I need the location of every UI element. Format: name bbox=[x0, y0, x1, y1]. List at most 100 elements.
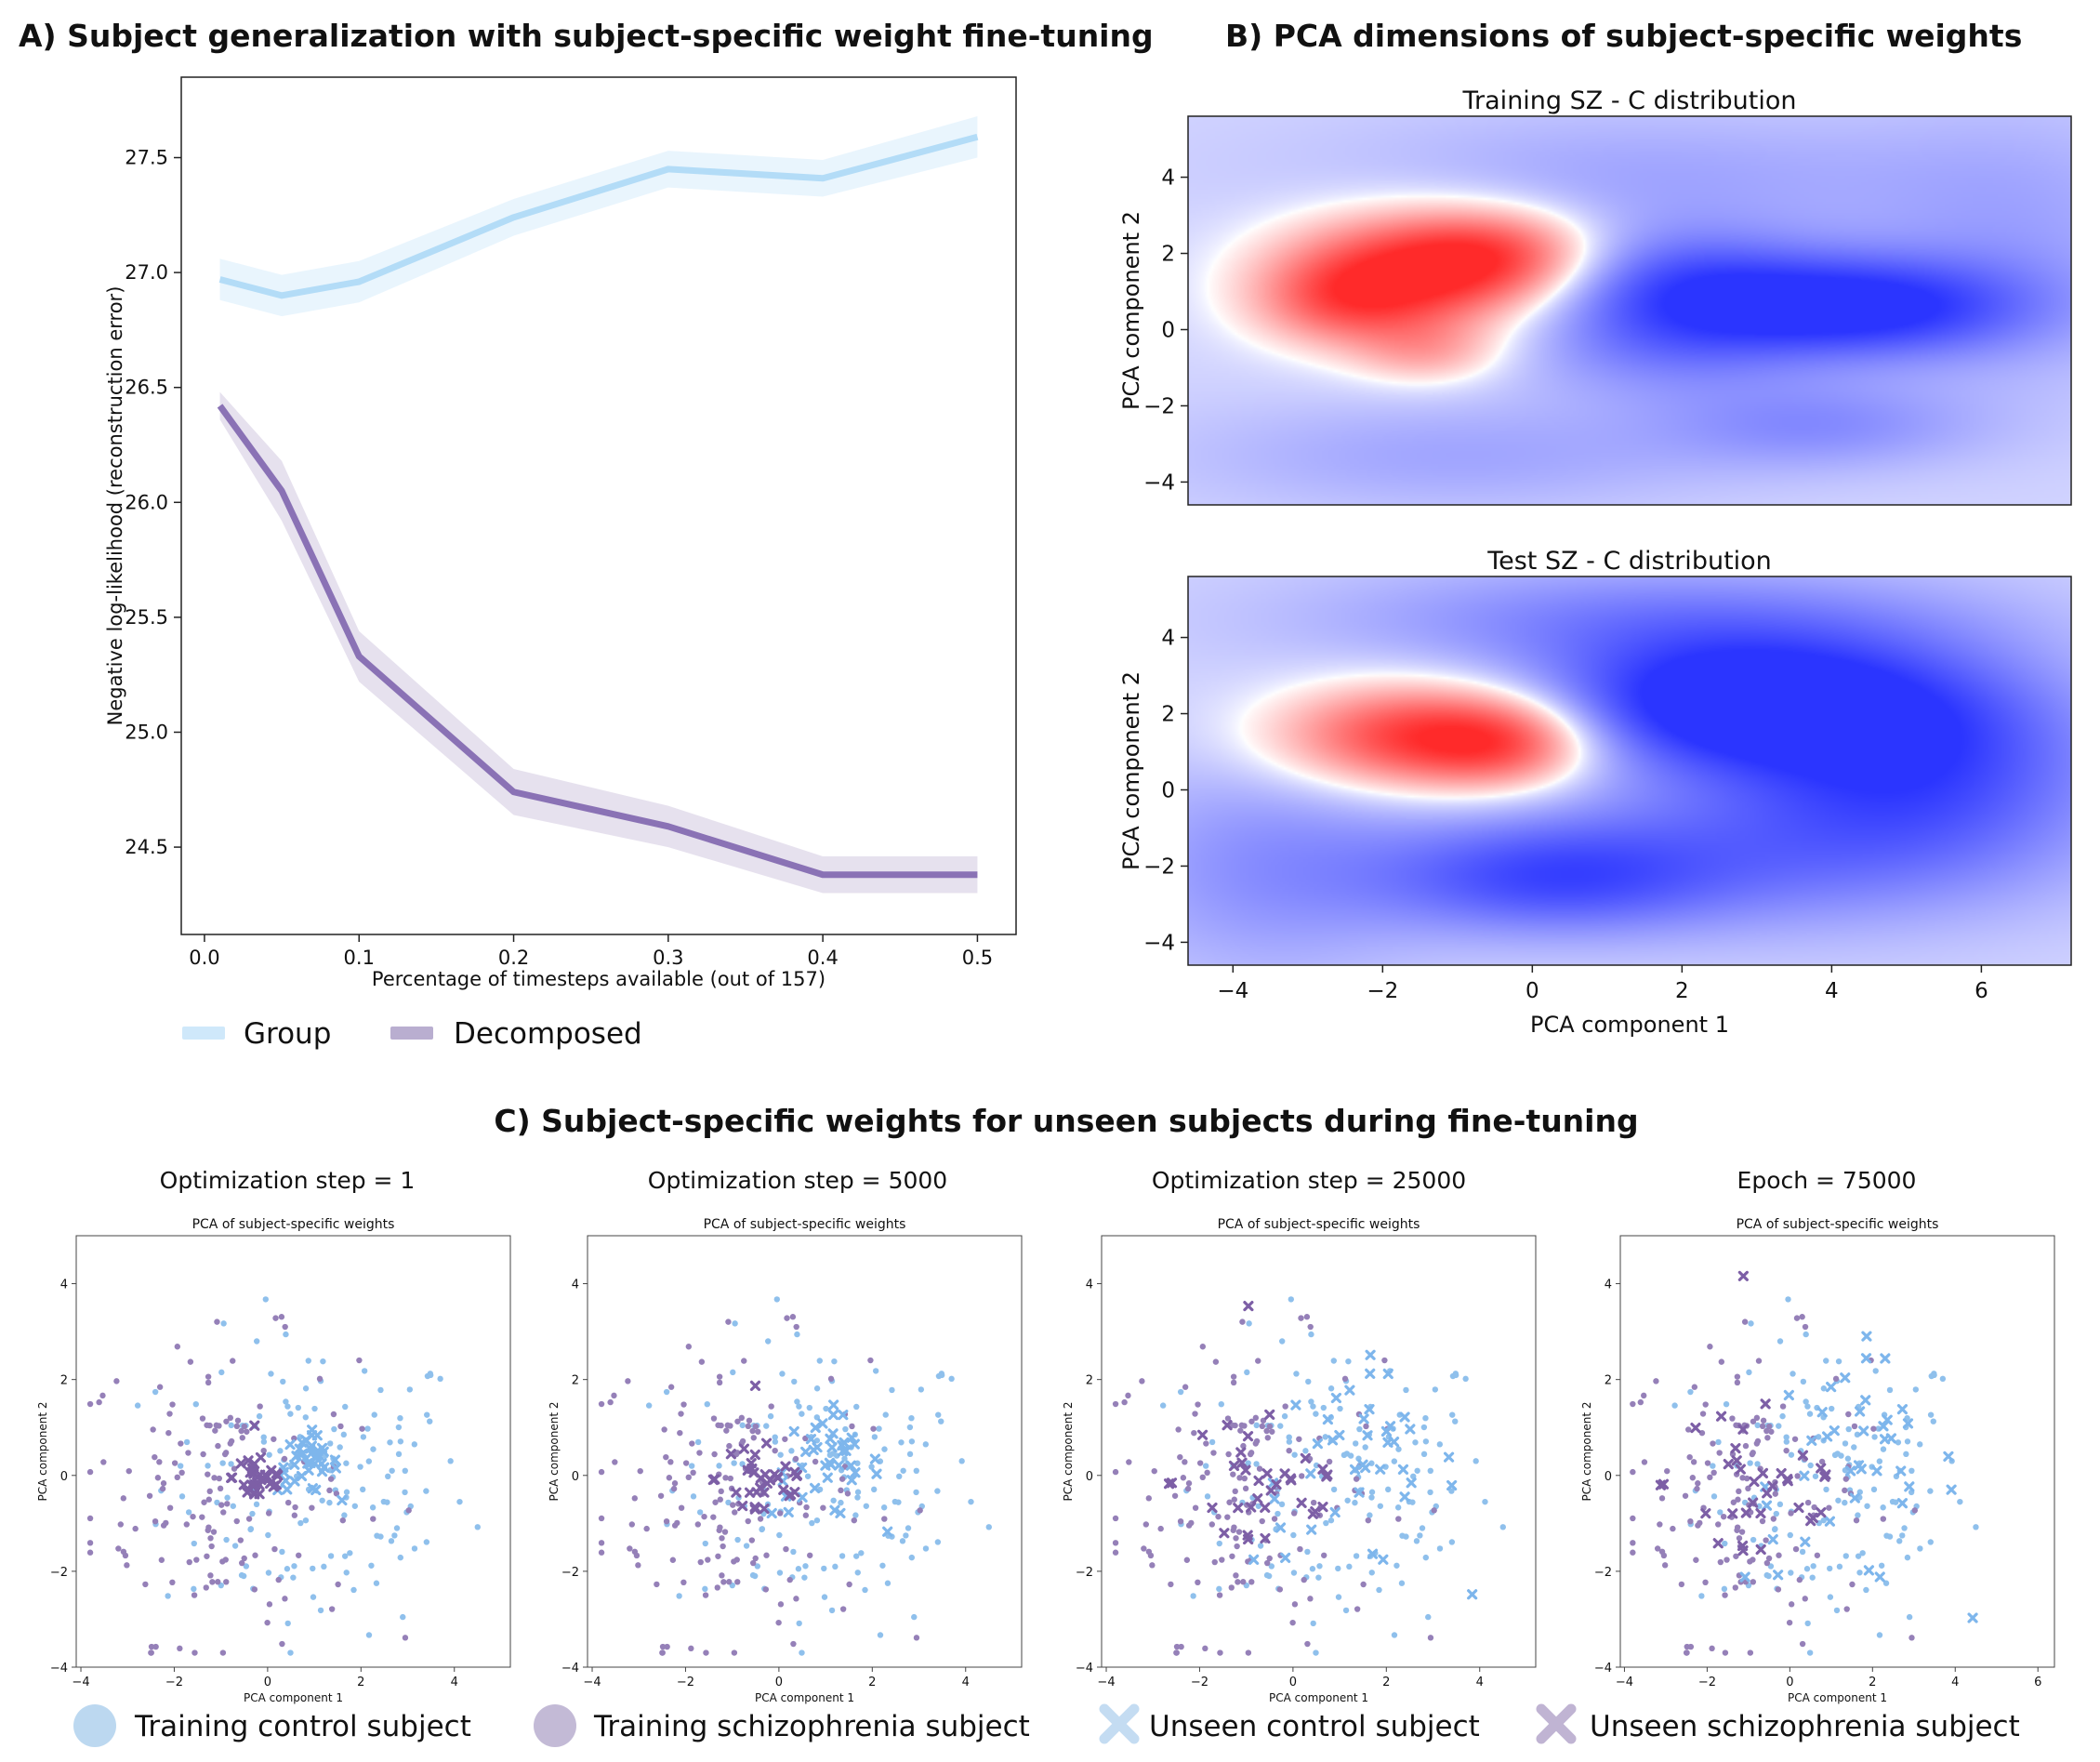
unseen-control-point bbox=[1861, 1331, 1872, 1342]
training-control-point bbox=[1799, 1548, 1806, 1556]
training-control-point bbox=[1257, 1543, 1264, 1549]
training-schizophrenia-point bbox=[271, 1436, 277, 1442]
band-decomposed bbox=[219, 391, 978, 894]
training-control-point bbox=[326, 1499, 333, 1506]
training-control-point bbox=[1420, 1424, 1428, 1431]
scatter-frame bbox=[1101, 1235, 1537, 1668]
training-control-point bbox=[763, 1423, 770, 1429]
training-control-point bbox=[796, 1620, 802, 1627]
training-schizophrenia-point bbox=[1219, 1557, 1225, 1563]
training-schizophrenia-point bbox=[326, 1487, 333, 1494]
training-control-point bbox=[702, 1540, 708, 1547]
training-schizophrenia-point bbox=[1290, 1510, 1298, 1517]
training-schizophrenia-point bbox=[1786, 1619, 1793, 1626]
unseen-control-point bbox=[1826, 1381, 1837, 1393]
training-schizophrenia-point bbox=[1694, 1485, 1700, 1492]
training-control-point bbox=[152, 1388, 159, 1396]
training-control-point bbox=[385, 1473, 391, 1480]
unseen-schizophrenia-point bbox=[1712, 1538, 1724, 1549]
training-schizophrenia-point bbox=[1145, 1548, 1153, 1556]
training-schizophrenia-point bbox=[1788, 1601, 1795, 1608]
unseen-schizophrenia-point bbox=[238, 1479, 249, 1490]
training-schizophrenia-point bbox=[1112, 1549, 1119, 1556]
training-control-point bbox=[1671, 1402, 1678, 1409]
training-schizophrenia-point bbox=[1842, 1487, 1848, 1494]
training-control-point bbox=[877, 1632, 884, 1638]
training-schizophrenia-point bbox=[1764, 1435, 1771, 1441]
training-control-point bbox=[365, 1632, 373, 1638]
training-control-point bbox=[327, 1553, 335, 1559]
training-control-point bbox=[474, 1524, 481, 1530]
training-schizophrenia-point bbox=[120, 1548, 127, 1556]
unseen-schizophrenia-point bbox=[1246, 1502, 1257, 1513]
unseen-control-point bbox=[817, 1418, 828, 1429]
training-control-point bbox=[802, 1563, 809, 1570]
legend-training-control-marker bbox=[73, 1704, 116, 1747]
training-control-point bbox=[663, 1388, 670, 1396]
training-schizophrenia-point bbox=[1182, 1384, 1189, 1390]
training-schizophrenia-point bbox=[1734, 1379, 1741, 1386]
training-schizophrenia-point bbox=[1670, 1525, 1676, 1532]
training-control-point bbox=[423, 1539, 430, 1545]
training-schizophrenia-point bbox=[1722, 1649, 1729, 1656]
training-control-point bbox=[702, 1585, 708, 1593]
training-schizophrenia-point bbox=[917, 1507, 923, 1514]
training-control-point bbox=[253, 1501, 260, 1508]
training-control-point bbox=[388, 1538, 395, 1544]
unseen-control-point bbox=[1767, 1534, 1778, 1545]
training-control-point bbox=[903, 1532, 909, 1539]
training-schizophrenia-point bbox=[682, 1460, 690, 1466]
training-schizophrenia-point bbox=[1772, 1490, 1778, 1497]
training-control-point bbox=[645, 1402, 653, 1409]
unseen-control-point bbox=[1967, 1612, 1978, 1623]
training-schizophrenia-point bbox=[228, 1437, 235, 1445]
training-schizophrenia-point bbox=[86, 1400, 94, 1408]
x-tick-label: 2 bbox=[1675, 979, 1689, 1003]
training-control-point bbox=[287, 1649, 294, 1656]
unseen-control-point bbox=[289, 1459, 300, 1470]
training-control-point bbox=[1939, 1375, 1947, 1383]
heatmap-title: Training SZ - C distribution bbox=[1462, 86, 1797, 115]
training-control-point bbox=[1310, 1403, 1316, 1410]
y-tick-label: −2 bbox=[1594, 1566, 1612, 1580]
training-control-point bbox=[779, 1371, 786, 1377]
training-control-point bbox=[911, 1613, 918, 1621]
y-axis-label: PCA component 2 bbox=[1580, 1402, 1593, 1502]
unseen-control-point bbox=[1845, 1465, 1856, 1477]
training-schizophrenia-point bbox=[680, 1579, 687, 1586]
training-schizophrenia-point bbox=[802, 1512, 810, 1518]
training-control-point bbox=[1803, 1398, 1809, 1405]
training-control-point bbox=[871, 1434, 878, 1440]
training-schizophrenia-point bbox=[667, 1384, 675, 1390]
unseen-schizophrenia-point bbox=[249, 1458, 260, 1469]
training-control-point bbox=[764, 1338, 772, 1345]
unseen-control-point bbox=[329, 1454, 341, 1465]
training-control-point bbox=[696, 1509, 704, 1516]
training-control-point bbox=[1352, 1499, 1358, 1506]
training-control-point bbox=[806, 1404, 813, 1411]
unseen-control-point bbox=[849, 1438, 860, 1450]
training-schizophrenia-point bbox=[1178, 1643, 1184, 1650]
training-control-point bbox=[1313, 1649, 1319, 1656]
training-schizophrenia-point bbox=[727, 1475, 733, 1482]
y-tick-label: 26.0 bbox=[125, 491, 168, 513]
training-control-point bbox=[934, 1488, 941, 1494]
training-schizophrenia-point bbox=[1788, 1510, 1794, 1517]
training-control-point bbox=[1448, 1488, 1455, 1494]
training-control-point bbox=[922, 1441, 930, 1448]
y-tick-label: 4 bbox=[60, 1278, 68, 1292]
training-schizophrenia-point bbox=[1763, 1559, 1771, 1567]
training-control-point bbox=[268, 1371, 274, 1377]
unseen-schizophrenia-point bbox=[1310, 1505, 1321, 1517]
training-control-point bbox=[1398, 1580, 1406, 1586]
unseen-schizophrenia-point bbox=[759, 1469, 771, 1480]
training-schizophrenia-point bbox=[1195, 1401, 1201, 1408]
training-schizophrenia-point bbox=[359, 1425, 365, 1432]
training-control-point bbox=[406, 1386, 414, 1393]
unseen-control-point bbox=[1896, 1498, 1908, 1509]
training-control-point bbox=[1286, 1438, 1293, 1445]
training-schizophrenia-point bbox=[165, 1429, 172, 1437]
training-schizophrenia-point bbox=[199, 1514, 205, 1520]
training-control-point bbox=[1362, 1444, 1368, 1451]
